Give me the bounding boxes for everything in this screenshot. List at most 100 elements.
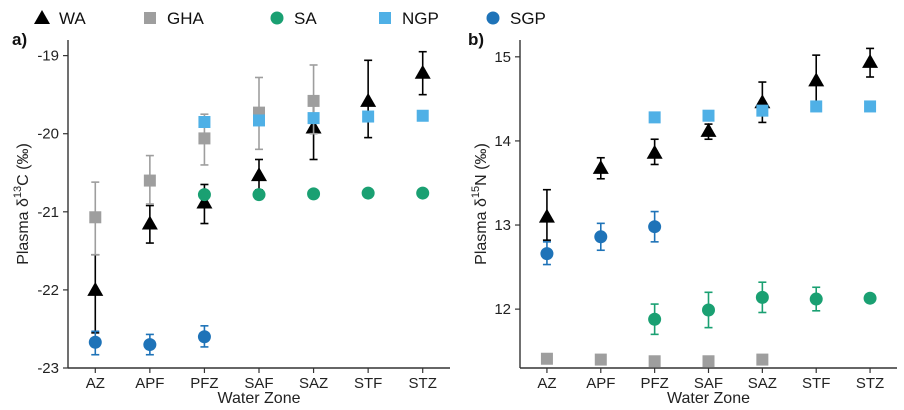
a-y-axis-title-suffix: C (‰) [15,143,32,186]
b-ngp-point-pfz [648,111,661,124]
b-series-sgp [540,210,662,266]
legend-item-sgp: SGP [486,9,546,28]
b-y-axis-title: Plasma δ15N (‰) [470,143,490,265]
b-series-ngp [648,100,877,124]
b-y-axis-title-prefix: Plasma δ [473,198,490,265]
b-wa-point-apf [592,159,609,174]
a-sgp-point-az [88,335,102,349]
legend-item-sa: SA [270,9,317,28]
b-y-tick-label: 13 [494,217,511,234]
legend: WA GHA SA NGP SGP [34,9,546,28]
a-series-sa [197,186,430,202]
b-y-tick-label: 12 [494,301,511,318]
a-sgp-point-pfz [197,330,211,344]
a-ngp-point-saz [307,112,320,125]
a-sa-point-pfz [197,188,211,202]
b-ngp-point-stz [864,100,877,113]
b-sa-point-stf [809,292,823,306]
b-x-axis-title: Water Zone [667,390,750,407]
a-x-axis-title: Water Zone [218,390,301,407]
panel-a-delta13c: -23 -22 -21 -20 -19 AZ APF PFZ SAF SAZ STF STZ Water… [12,30,450,407]
a-panel-label: a) [12,30,27,49]
b-panel-label: b) [468,30,484,49]
legend-marker-sgp [486,11,500,25]
legend-marker-ngp [379,12,391,24]
a-x-tick-label-stf: STF [354,375,382,392]
b-series-gha [540,352,769,368]
b-sa-point-saf [702,303,715,317]
a-gha-point-apf [143,174,156,187]
legend-label-sgp: SGP [510,9,546,28]
b-x-tick-label-saz: SAZ [748,375,777,392]
b-x-tick-label-pfz: PFZ [640,375,668,392]
a-y-axis-title-sup: 13 [12,186,24,198]
legend-marker-sa [270,11,284,25]
a-sa-point-saz [307,187,321,201]
b-series-sa [648,281,877,336]
a-x-tick-label-stz: STZ [409,375,437,392]
b-wa-point-saf [700,122,717,137]
b-sgp-point-az [540,247,554,261]
a-y-tick-label: -19 [37,48,59,65]
b-wa-point-az [538,208,555,223]
a-ngp-point-saf [253,114,265,127]
a-x-tick-label-pfz: PFZ [190,375,218,392]
legend-item-gha: GHA [144,9,205,28]
b-wa-point-stz [862,53,879,68]
b-x-tick-label-stz: STZ [856,375,884,392]
b-gha-point-saz [756,353,769,366]
b-y-tick-label: 14 [494,133,511,150]
a-y-axis-title-prefix: Plasma δ [15,198,32,265]
b-gha-point-saf [702,355,715,368]
b-sgp-point-pfz [648,220,662,234]
legend-label-gha: GHA [167,9,205,28]
a-y-axis-title: Plasma δ13C (‰) [12,143,32,265]
b-y-tick-label: 15 [494,49,511,66]
a-gha-point-az [89,211,102,224]
b-ngp-point-saf [702,109,715,122]
b-wa-point-pfz [646,144,663,159]
b-sa-point-saz [755,290,769,304]
legend-item-wa: WA [34,9,86,28]
a-wa-point-stz [414,64,431,79]
a-x-tick-label-saf: SAF [244,375,273,392]
b-gha-point-apf [594,353,607,366]
b-sa-point-stz [863,291,877,305]
a-wa-point-az [87,281,104,296]
a-y-tick-label: -21 [37,204,59,221]
b-y-axis-title-suffix: N (‰) [473,143,490,186]
a-wa-point-stf [360,92,377,107]
a-ngp-point-pfz [198,116,211,128]
a-sa-point-stf [361,186,375,200]
b-x-tick-label-apf: APF [586,375,615,392]
b-series-wa [538,47,879,241]
a-ngp-point-stf [362,110,375,123]
b-wa-point-stf [808,72,825,87]
b-x-tick-label-saf: SAF [694,375,723,392]
a-sgp-point-apf [143,338,157,352]
b-gha-point-az [540,352,553,365]
b-ngp-point-saz [756,104,769,117]
a-gha-point-saz [307,94,320,107]
b-x-tick-label-az: AZ [537,375,556,392]
a-x-tick-label-apf: APF [135,375,164,392]
a-series-sgp [88,325,211,356]
a-y-tick-label: -20 [37,126,59,143]
a-sa-point-saf [252,188,266,202]
a-gha-point-pfz [198,132,211,145]
a-ngp-point-stz [416,109,429,122]
b-sa-point-pfz [648,312,662,326]
a-x-tick-label-saz: SAZ [299,375,328,392]
b-ngp-point-stf [810,100,823,113]
a-wa-point-apf [141,215,158,230]
legend-label-wa: WA [59,9,86,28]
a-series-gha [89,64,320,256]
a-x-tick-label-az: AZ [86,375,105,392]
legend-label-sa: SA [294,9,317,28]
legend-item-ngp: NGP [379,9,439,28]
b-y-axis-title-sup: 15 [470,186,482,198]
panel-b-delta15n: 12 13 14 15 AZ APF PFZ SAF SAZ STF STZ Water Zone Pl… [468,30,897,407]
a-wa-point-pfz [196,194,213,209]
legend-marker-wa [34,10,50,24]
